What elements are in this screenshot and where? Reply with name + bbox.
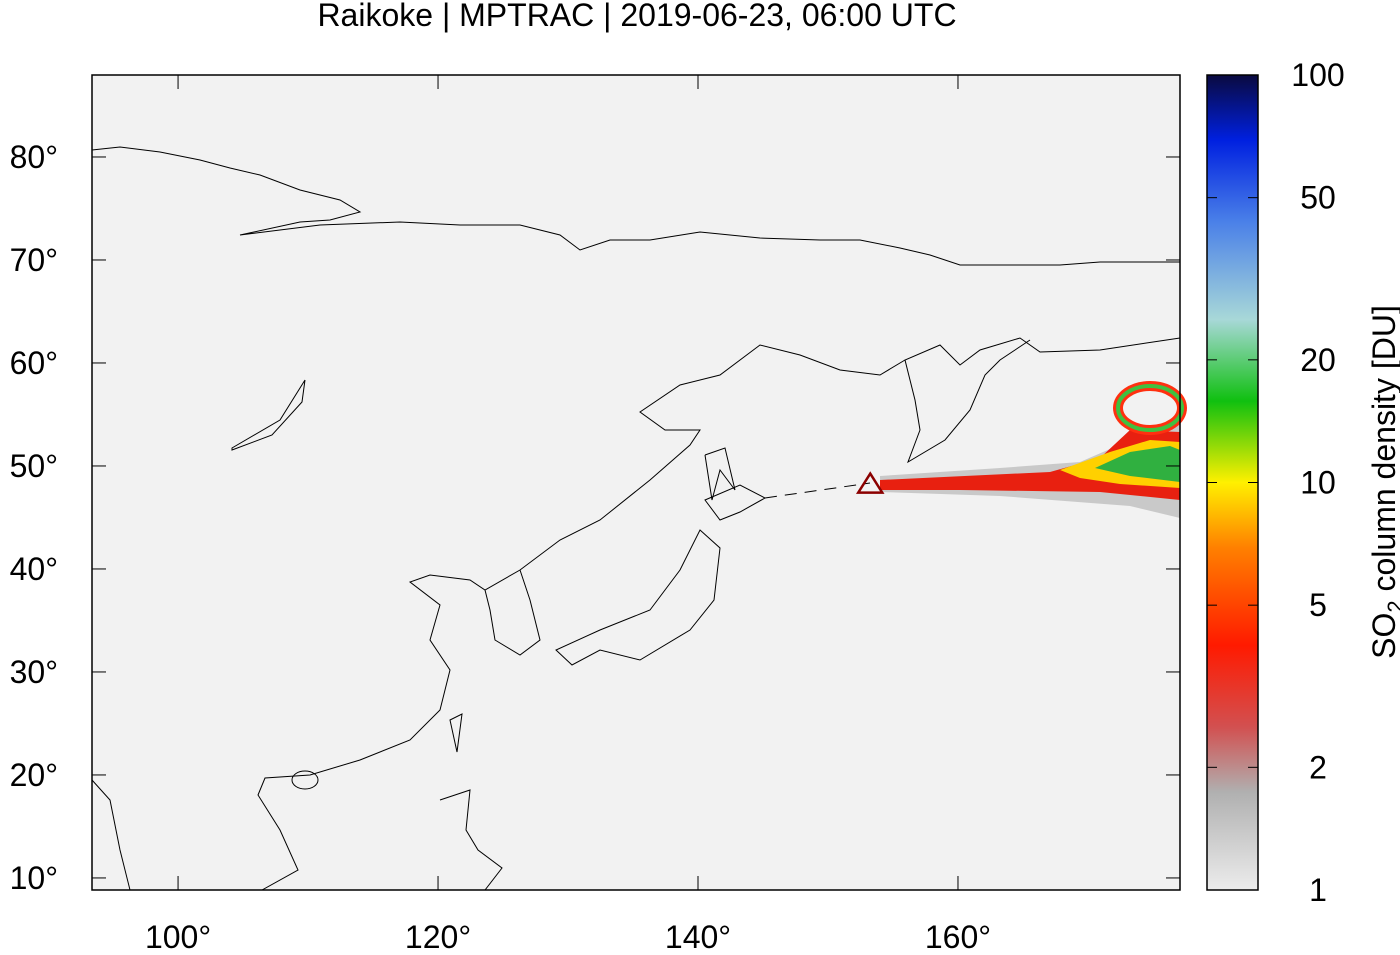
x-tick-label: 140° xyxy=(665,919,731,950)
x-tick-label: 100° xyxy=(145,919,211,950)
colorbar-tick-label: 10 xyxy=(1300,465,1336,501)
y-tick-label: 30° xyxy=(10,654,58,690)
colorbar-tick-label: 20 xyxy=(1300,342,1336,378)
y-tick-label: 60° xyxy=(10,345,58,381)
so2-plume xyxy=(880,381,1187,518)
coastlines xyxy=(91,146,1181,891)
colorbar-tick-label: 50 xyxy=(1300,180,1336,216)
y-tick-label: 80° xyxy=(10,139,58,175)
colorbar-tick-label: 5 xyxy=(1309,587,1327,623)
label-part: column density [DU] xyxy=(1366,305,1400,600)
colorbar-tick-label: 2 xyxy=(1309,749,1327,785)
label-subscript: 2 xyxy=(1383,600,1400,612)
volcano-marker xyxy=(855,471,885,494)
colorbar-label: SO2 column density [DU] xyxy=(1366,305,1400,659)
colorbar-tick-label: 100 xyxy=(1291,57,1344,93)
y-tick-label: 10° xyxy=(10,860,58,896)
x-tick-label: 160° xyxy=(925,919,991,950)
x-tick-label: 120° xyxy=(405,919,471,950)
y-tick-label: 20° xyxy=(10,757,58,793)
title: Raikoke | MPTRAC | 2019-06-23, 06:00 UTC xyxy=(317,0,956,33)
y-tick-label: 70° xyxy=(10,242,58,278)
y-tick-label: 50° xyxy=(10,448,58,484)
y-tick-label: 40° xyxy=(10,551,58,587)
colorbar-tick-label: 1 xyxy=(1309,872,1327,908)
label-part: SO xyxy=(1366,613,1400,659)
map-frame xyxy=(91,74,1181,891)
